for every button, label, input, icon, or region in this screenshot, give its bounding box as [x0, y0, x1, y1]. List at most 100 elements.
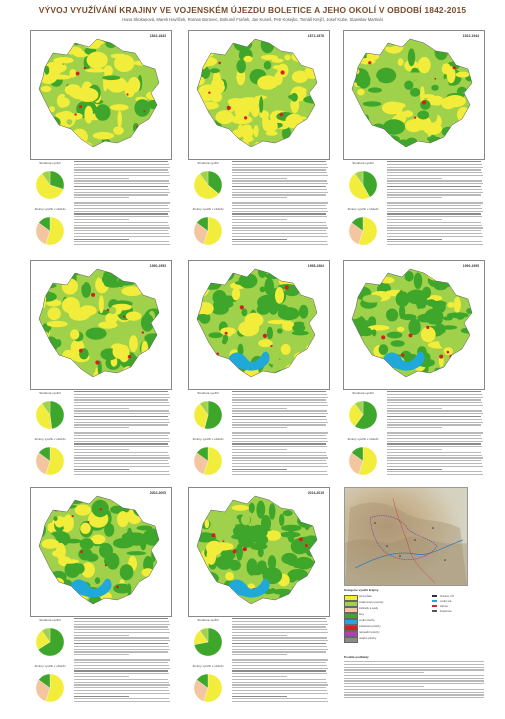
legend-title: Kategorie využití krajiny [344, 588, 379, 592]
pie-slice [38, 446, 51, 462]
legend-swatch [344, 606, 358, 613]
pie-slice [204, 400, 223, 430]
pie-caption-changes: Změny využití v období [347, 437, 379, 441]
pie-slice [354, 400, 364, 416]
pie-slice [193, 679, 209, 702]
legend-line-marker [432, 610, 437, 612]
poster-title: VÝVOJ VYUŽÍVÁNÍ KRAJINY VE VOJENSKÉM ÚJE… [38, 5, 467, 15]
pie-slice [49, 400, 65, 430]
land-use-map: 1872-1878 [188, 30, 330, 160]
pie-slice [35, 222, 51, 245]
pie-caption-structure: Struktura využití [39, 391, 61, 395]
period-panel: 1950-1953 Struktura využití Změny využití … [30, 260, 172, 485]
pie-caption-structure: Struktura využití [197, 391, 219, 395]
legend-item: silnice [432, 604, 492, 609]
pie-chart [348, 170, 378, 200]
reservoir [229, 351, 270, 371]
period-panel: 2014-2015 Struktura využití Změny využití … [188, 487, 330, 712]
pie-caption-structure: Struktura využití [352, 161, 374, 165]
pie-slice [348, 173, 370, 200]
pie-charts: Struktura využití Změny využití v období [30, 618, 70, 710]
pie-charts: Struktura využití Změny využití v období [30, 161, 70, 253]
legend-item: železnice [432, 609, 492, 614]
pie-slice [348, 452, 364, 475]
pie-chart [193, 673, 223, 703]
legend-swatch [344, 624, 358, 631]
legend-label: orná půda [359, 594, 372, 598]
land-use-map: 2014-2015 [188, 487, 330, 617]
legend-item: orná půda [344, 594, 494, 601]
legend-swatch [344, 630, 358, 637]
pie-caption-changes: Změny využití v období [192, 207, 224, 211]
period-label: 1922-1944 [462, 34, 479, 38]
pie-slice [35, 403, 52, 430]
legend-label: hranice VÚ [440, 594, 454, 598]
pie-caption-structure: Struktura využití [352, 391, 374, 395]
description-text [232, 618, 329, 706]
pie-chart [35, 400, 65, 430]
pie-slice [35, 679, 51, 702]
pie-slice [41, 400, 51, 416]
land-use-map: 1958-1964 [188, 260, 330, 390]
pie-charts: Struktura využití Změny využití v období [188, 161, 228, 253]
land-use-map-svg [38, 268, 160, 378]
land-use-map: 1990-1995 [343, 260, 485, 390]
pie-slice [199, 170, 209, 186]
pie-chart [348, 446, 378, 476]
legend-item: zastavěné plochy [344, 624, 494, 631]
relief-map-svg [345, 488, 467, 585]
pie-slice [199, 400, 209, 416]
pie-chart [193, 170, 223, 200]
period-label: 1842-1843 [149, 34, 166, 38]
land-use-map-svg [351, 268, 473, 378]
pie-chart [193, 216, 223, 246]
land-use-map-svg [351, 38, 473, 148]
pie-caption-changes: Změny využití v období [192, 664, 224, 668]
pie-slice [199, 627, 209, 643]
land-use-map-svg [38, 38, 160, 148]
pie-caption-changes: Změny využití v období [347, 207, 379, 211]
legend-item: trvalé travní porosty [344, 600, 494, 607]
pie-slice [49, 170, 65, 190]
legend-item: vodní plochy [344, 618, 494, 625]
pie-charts: Struktura využití Změny využití v období [343, 391, 383, 483]
pie-slice [348, 222, 364, 245]
period-panel: 1872-1878 Struktura využití Změny využití … [188, 30, 330, 255]
pie-slice [193, 173, 220, 200]
legend-item: hranice VÚ [432, 594, 492, 599]
legend: orná půda trvalé travní porosty zahrady a … [344, 594, 494, 643]
legend-item: vodní tok [432, 599, 492, 604]
pie-chart [35, 170, 65, 200]
period-panel: 1922-1944 Struktura využití Změny využití … [343, 30, 485, 255]
pie-slice [196, 216, 209, 232]
pie-slice [45, 673, 65, 703]
pie-caption-changes: Změny využití v období [34, 207, 66, 211]
description-text [74, 161, 171, 249]
period-panel: 1990-1995 Struktura využití Změny využití … [343, 260, 485, 485]
pie-caption-structure: Struktura využití [39, 161, 61, 165]
pie-caption-changes: Změny využití v období [34, 664, 66, 668]
pie-slice [351, 216, 364, 232]
legend-label: trvalé travní porosty [359, 600, 384, 604]
land-use-map: 1950-1953 [30, 260, 172, 390]
land-use-map-svg [196, 495, 318, 605]
period-panel: 1958-1964 Struktura využití Změny využití … [188, 260, 330, 485]
pie-slice [207, 170, 223, 195]
legend-label: zastavěné plochy [359, 624, 381, 628]
pie-slice [41, 627, 51, 643]
pie-charts: Struktura využití Změny využití v období [30, 391, 70, 483]
pie-slice [35, 452, 51, 475]
pie-slice [348, 403, 364, 427]
pie-caption-changes: Změny využití v období [34, 437, 66, 441]
legend-label: vodní tok [440, 599, 452, 603]
pie-caption-structure: Struktura využití [197, 618, 219, 622]
pie-slice [358, 216, 378, 246]
pie-chart [35, 446, 65, 476]
legend-swatch [344, 612, 358, 619]
land-use-map: 1922-1944 [343, 30, 485, 160]
pie-charts: Struktura využití Změny využití v období [343, 161, 383, 253]
description-text [232, 161, 329, 249]
land-use-map: 1842-1843 [30, 30, 172, 160]
road-line [392, 497, 436, 584]
